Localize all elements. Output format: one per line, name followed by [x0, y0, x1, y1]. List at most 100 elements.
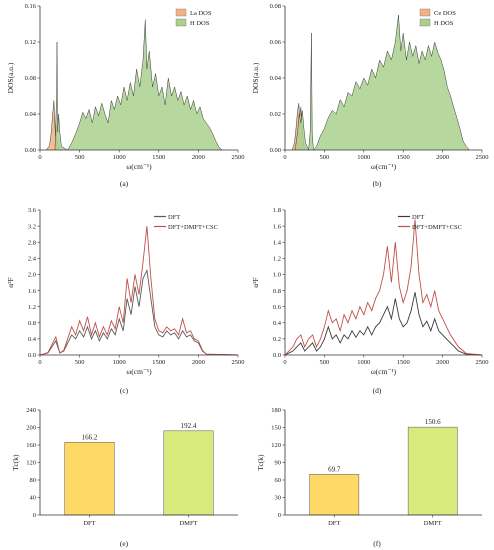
- chart-b-ylabel: DOS(a.u.): [251, 62, 260, 93]
- chart-a-xtick-label: 500: [75, 154, 85, 161]
- chart-f-data-label-1: 150.6: [425, 418, 441, 426]
- chart-b-panel-label: (b): [373, 179, 382, 188]
- chart-e-ytick-label: 80: [30, 477, 37, 484]
- chart-f: 69.7 DFT 150.6 DMFT 0 30 60 90 120 150 180 Tc(k) (f): [256, 407, 482, 548]
- chart-b-xtick-label: 500: [320, 154, 330, 161]
- chart-f-data-label-0: 69.7: [328, 465, 341, 473]
- chart-c-ytick-label: 1.2: [28, 304, 36, 311]
- chart-d-xtick-label: 500: [320, 359, 330, 366]
- chart-b: 0.00 0.02 0.04 0.06 0.08 0 500 1000 1500 2000 2500…: [251, 3, 489, 188]
- chart-a-series-outline-1: [54, 19, 223, 151]
- chart-d-ytick-label: 0.8: [273, 288, 281, 295]
- chart-b-xtick-label: 1500: [397, 154, 410, 161]
- chart-e-panel-label: (e): [120, 539, 129, 548]
- chart-e-ytick-label: 120: [26, 460, 36, 467]
- chart-e-data-label-0: 166.2: [82, 433, 98, 441]
- chart-d-series-line-0: [284, 292, 483, 356]
- chart-c-xtick-label: 2500: [232, 359, 245, 366]
- chart-e-ytick-label: 40: [30, 495, 37, 502]
- chart-d-legend-label: DFT: [412, 214, 424, 221]
- chart-b-xtick-label: 2500: [476, 154, 489, 161]
- chart-d-xtick-label: 1000: [357, 359, 370, 366]
- chart-b-series-area-1: [295, 15, 470, 150]
- chart-a-series-area-1: [55, 19, 223, 150]
- chart-c-xtick-label: 0: [38, 359, 41, 366]
- chart-d-ytick-label: 0.0: [273, 352, 281, 359]
- chart-a-ytick-label: 0.00: [25, 147, 36, 154]
- chart-c-ytick-label: 0.4: [28, 336, 37, 343]
- chart-d: 0.0 0.2 0.4 0.6 0.8 1.0 1.2 1.4 1.6 1.8 0 500 1000 15…: [251, 207, 489, 395]
- chart-d-ytick-label: 1.2: [273, 256, 281, 263]
- chart-d-ytick-label: 1.8: [273, 207, 281, 214]
- chart-a-legend-label: La DOS: [190, 10, 212, 17]
- chart-f-ytick-label: 150: [271, 425, 281, 432]
- chart-c-ytick-label: 0.8: [28, 320, 36, 327]
- chart-d-ytick-label: 0.2: [273, 336, 281, 343]
- chart-b-ytick-label: 0.04: [270, 75, 282, 82]
- chart-c-ytick-label: 2.8: [28, 239, 36, 246]
- chart-b-ytick-label: 0.06: [270, 39, 282, 46]
- chart-a-ytick-label: 0.16: [25, 3, 37, 10]
- chart-b-xtick-label: 0: [283, 154, 286, 161]
- chart-d-ytick-label: 0.4: [273, 320, 282, 327]
- chart-b-legend-label: Ce DOS: [434, 10, 456, 17]
- chart-c-ytick-label: 0.0: [28, 352, 36, 359]
- chart-f-ytick-label: 120: [271, 442, 281, 449]
- chart-a-xtick-label: 2000: [192, 154, 205, 161]
- chart-a-xtick-label: 1500: [152, 154, 165, 161]
- chart-f-bar-1: [407, 426, 458, 516]
- chart-f-xtick-label: DMFT: [424, 520, 442, 527]
- chart-a-ytick-label: 0.12: [25, 39, 36, 46]
- chart-c-ytick-label: 3.6: [28, 207, 37, 214]
- chart-f-bar-0: [309, 474, 360, 516]
- chart-c-ytick-label: 2.4: [28, 256, 37, 263]
- chart-b-legend-swatch: [419, 8, 431, 17]
- chart-d-xtick-label: 1500: [397, 359, 410, 366]
- chart-e: 166.2 DFT 192.4 DMFT 0 40 80 120 160 200 240 Tc(k) (…: [11, 407, 238, 548]
- chart-e-data-label-1: 192.4: [181, 422, 197, 430]
- chart-b-legend-label: H DOS: [434, 20, 454, 27]
- chart-b-legend-swatch: [419, 18, 431, 27]
- chart-a-xlabel: ω(cm⁻¹): [126, 162, 152, 171]
- chart-f-xtick-label: DFT: [328, 520, 340, 527]
- chart-c-xlabel: ω(cm⁻¹): [126, 367, 152, 376]
- chart-d-xtick-label: 0: [283, 359, 286, 366]
- chart-c-ylabel: α²F: [6, 277, 15, 287]
- chart-d-xtick-label: 2500: [476, 359, 489, 366]
- chart-a-legend-swatch: [175, 8, 187, 17]
- chart-e-bar-0: [64, 442, 115, 516]
- chart-a-panel-label: (a): [120, 179, 129, 188]
- chart-d-series-line-1: [284, 219, 483, 356]
- chart-d-ytick-label: 1.4: [273, 239, 282, 246]
- chart-b-xlabel: ω(cm⁻¹): [371, 162, 397, 171]
- chart-c-xtick-label: 500: [75, 359, 85, 366]
- chart-b-ytick-label: 0.00: [270, 147, 281, 154]
- chart-f-panel-label: (f): [373, 539, 381, 548]
- chart-c-xtick-label: 1500: [152, 359, 165, 366]
- chart-e-bar-1: [163, 430, 214, 516]
- chart-c-series-line-1: [39, 226, 239, 356]
- chart-b-xtick-label: 2000: [436, 154, 449, 161]
- chart-a-xtick-label: 0: [38, 154, 41, 161]
- chart-c-ytick-label: 2.0: [28, 272, 36, 279]
- chart-c-legend-label: DFT+DMFT+CSC: [168, 224, 218, 231]
- chart-d-legend-label: DFT+DMFT+CSC: [412, 224, 462, 231]
- chart-e-ytick-label: 240: [26, 407, 36, 414]
- chart-e-ytick-label: 0: [33, 512, 36, 519]
- chart-a-xtick-label: 2500: [232, 154, 245, 161]
- chart-a-ytick-label: 0.04: [25, 111, 37, 118]
- chart-c-legend-label: DFT: [168, 214, 180, 221]
- chart-e-ylabel: Tc(k): [11, 454, 20, 471]
- chart-a-ylabel: DOS(a.u.): [6, 62, 15, 93]
- chart-a: 0.00 0.04 0.08 0.12 0.16 0 500 1000 1500 2000 2500…: [6, 3, 245, 188]
- chart-b-series-outline-1: [294, 14, 470, 151]
- chart-f-ylabel: Tc(k): [256, 454, 265, 471]
- chart-b-xtick-label: 1000: [357, 154, 370, 161]
- chart-e-xtick-label: DFT: [83, 520, 95, 527]
- chart-f-ytick-label: 30: [275, 495, 282, 502]
- chart-a-ytick-label: 0.08: [25, 75, 36, 82]
- chart-d-panel-label: (d): [373, 386, 382, 395]
- chart-d-ytick-label: 1.0: [273, 272, 281, 279]
- chart-b-ytick-label: 0.08: [270, 3, 281, 10]
